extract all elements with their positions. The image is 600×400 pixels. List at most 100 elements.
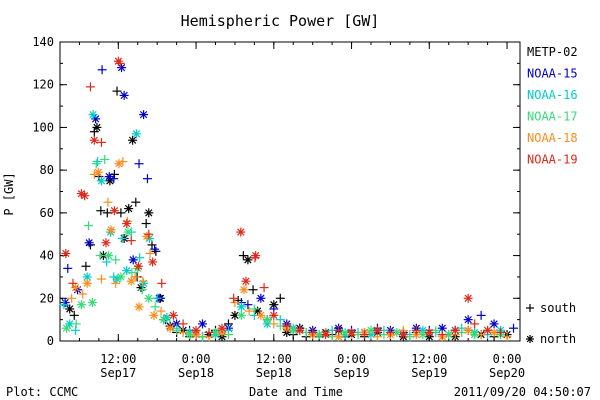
plot-frame — [59, 41, 521, 342]
south-point-noaa-19 — [470, 319, 480, 329]
south-point-noaa-19 — [204, 327, 214, 337]
south-point-noaa-19 — [229, 293, 239, 303]
south-point-noaa-15 — [243, 300, 253, 310]
south-point-noaa-15 — [150, 244, 160, 254]
south-point-noaa-15 — [142, 174, 152, 184]
north-point-noaa-19 — [251, 251, 261, 261]
south-point-noaa-17 — [150, 302, 160, 312]
south-point-noaa-18 — [156, 306, 166, 316]
north-point-noaa-19 — [109, 206, 119, 216]
north-point-noaa-16 — [131, 129, 141, 139]
south-point-noaa-15 — [63, 263, 73, 273]
south-point-metp-02 — [116, 208, 126, 218]
north-point-noaa-16 — [236, 302, 246, 312]
south-point-noaa-18 — [502, 332, 512, 342]
data-points — [59, 56, 519, 342]
south-point-noaa-19 — [96, 137, 106, 147]
marker-legend-symbol-south — [526, 304, 534, 312]
south-point-noaa-19 — [115, 58, 125, 68]
north-point-noaa-19 — [398, 330, 408, 340]
north-point-noaa-18 — [334, 332, 344, 342]
legend-item-noaa-19: NOAA-19 — [527, 153, 578, 167]
x-tick-time-label: 12:00 — [411, 352, 447, 366]
south-point-noaa-19 — [308, 327, 318, 337]
marker-legend: south north — [526, 301, 576, 346]
north-point-noaa-17 — [144, 293, 154, 303]
south-point-metp-02 — [238, 251, 248, 261]
south-point-noaa-16 — [152, 293, 162, 303]
south-point-noaa-19 — [126, 236, 136, 246]
south-point-noaa-19 — [178, 319, 188, 329]
south-point-metp-02 — [151, 246, 161, 256]
legend-item-noaa-16: NOAA-16 — [527, 88, 578, 102]
south-point-noaa-18 — [118, 157, 128, 167]
x-tick-time-label: 0:00 — [182, 352, 211, 366]
x-tick-time-label: 12:00 — [100, 352, 136, 366]
y-tick-label: 20 — [40, 291, 54, 305]
north-point-noaa-17 — [87, 298, 97, 308]
north-point-noaa-15 — [119, 90, 129, 100]
north-point-noaa-17 — [159, 315, 169, 325]
south-point-noaa-18 — [130, 272, 140, 282]
north-point-noaa-19 — [168, 310, 178, 320]
y-tick-label: 140 — [32, 35, 54, 49]
north-point-noaa-19 — [148, 257, 158, 267]
south-point-metp-02 — [141, 219, 151, 229]
south-point-noaa-18 — [96, 274, 106, 284]
y-tick-label: 40 — [40, 249, 54, 263]
north-point-metp-02 — [92, 122, 102, 132]
south-point-noaa-19 — [144, 229, 154, 239]
north-point-noaa-19 — [217, 323, 227, 333]
north-point-metp-02 — [65, 304, 75, 314]
marker-legend-symbol-north — [526, 335, 534, 343]
north-point-noaa-18 — [142, 231, 152, 241]
south-point-noaa-17 — [405, 332, 415, 342]
south-point-noaa-15 — [109, 174, 119, 184]
legend-item-noaa-17: NOAA-17 — [527, 110, 578, 124]
south-point-noaa-17 — [172, 325, 182, 335]
north-point-noaa-19 — [483, 325, 493, 335]
south-point-noaa-19 — [334, 325, 344, 335]
north-point-noaa-16 — [139, 278, 149, 288]
south-point-noaa-19 — [157, 278, 167, 288]
south-point-noaa-17 — [91, 159, 101, 169]
south-point-noaa-18 — [89, 169, 99, 179]
south-point-noaa-19 — [282, 321, 292, 331]
north-point-noaa-15 — [128, 255, 138, 265]
north-point-noaa-15 — [117, 63, 127, 73]
x-tick-date-label: Sep17 — [100, 366, 136, 380]
south-point-noaa-19 — [437, 330, 447, 340]
north-point-noaa-18 — [93, 167, 103, 177]
north-point-noaa-18 — [165, 323, 175, 333]
north-point-noaa-19 — [450, 325, 460, 335]
marker-legend-label-north: north — [540, 332, 576, 346]
south-point-noaa-19 — [68, 278, 78, 288]
north-point-noaa-19 — [89, 135, 99, 145]
north-point-noaa-18 — [82, 278, 92, 288]
x-axis-label: Date and Time — [249, 385, 343, 399]
south-point-noaa-18 — [103, 197, 113, 207]
north-point-noaa-18 — [463, 325, 473, 335]
north-point-noaa-18 — [149, 310, 159, 320]
y-tick-label: 80 — [40, 163, 54, 177]
north-point-noaa-17 — [262, 315, 272, 325]
south-point-noaa-16 — [59, 300, 69, 310]
south-point-metp-02 — [275, 293, 285, 303]
north-point-noaa-15 — [60, 298, 70, 308]
north-point-noaa-19 — [347, 327, 357, 337]
south-point-metp-02 — [69, 310, 79, 320]
legend-item-noaa-18: NOAA-18 — [527, 131, 578, 145]
south-point-noaa-18 — [476, 330, 486, 340]
north-point-noaa-18 — [106, 225, 116, 235]
north-point-noaa-19 — [295, 325, 305, 335]
north-point-noaa-19 — [241, 276, 251, 286]
south-point-noaa-16 — [71, 325, 81, 335]
north-point-noaa-15 — [198, 319, 208, 329]
south-point-noaa-18 — [230, 298, 240, 308]
south-point-noaa-17 — [84, 221, 94, 231]
south-point-noaa-17 — [431, 325, 441, 335]
north-point-noaa-15 — [489, 319, 499, 329]
north-point-noaa-19 — [236, 227, 246, 237]
south-point-noaa-17 — [95, 251, 105, 261]
south-point-noaa-19 — [385, 327, 395, 337]
